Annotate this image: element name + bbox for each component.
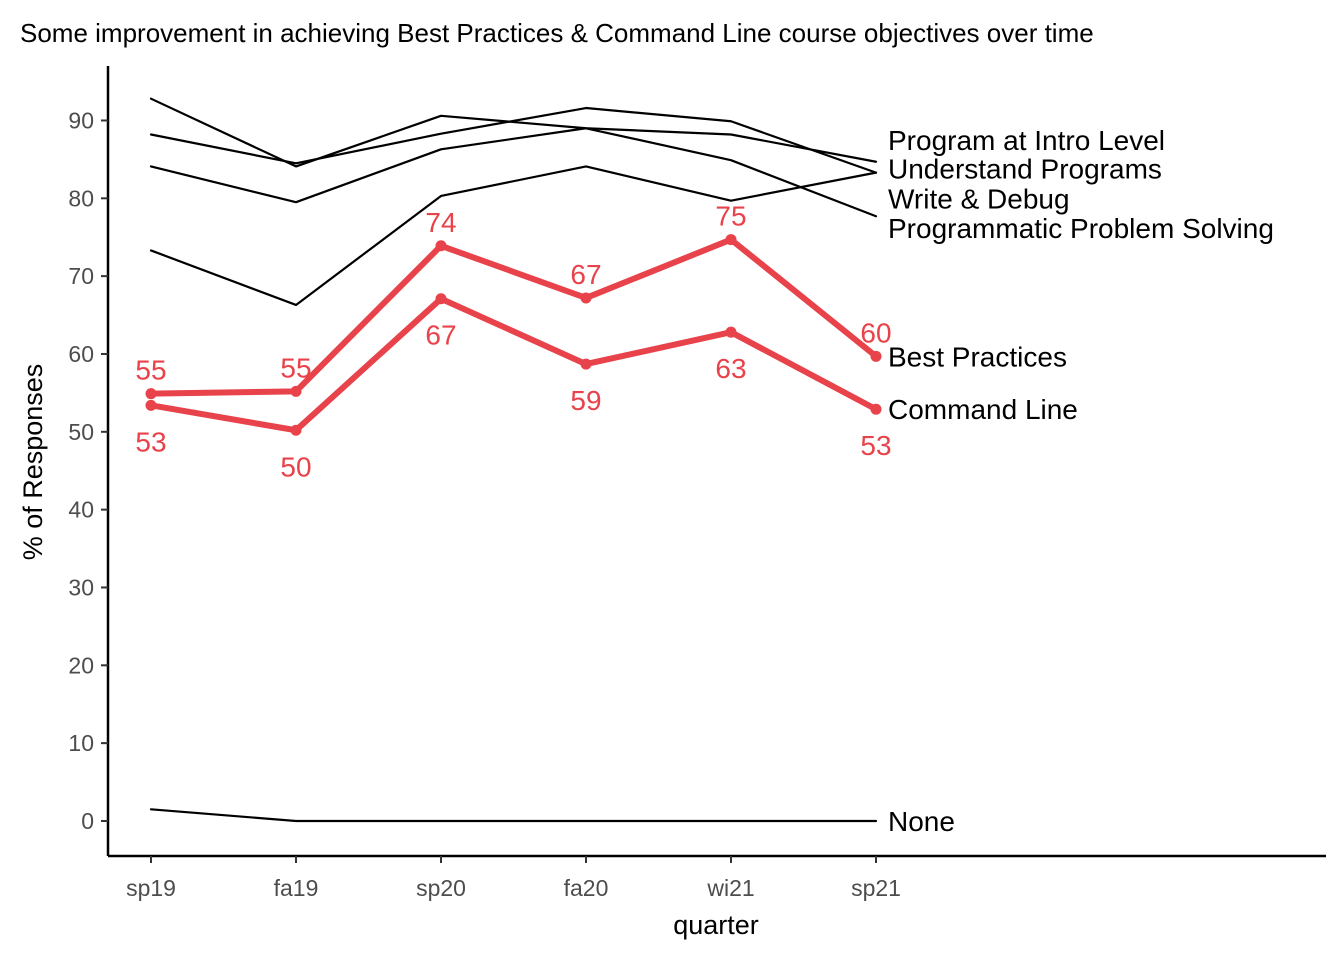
data-label-best-practices: 55 — [280, 352, 311, 383]
chart-title: Some improvement in achieving Best Pract… — [20, 18, 1094, 48]
data-point-best-practices — [580, 292, 592, 304]
data-point-command-line — [145, 399, 157, 411]
y-tick-label: 50 — [68, 419, 94, 445]
x-tick-label: wi21 — [706, 875, 754, 901]
data-label-command-line: 50 — [280, 451, 311, 482]
data-label-command-line: 53 — [860, 430, 891, 461]
x-axis-title: quarter — [673, 910, 759, 940]
x-tick-label: fa19 — [274, 875, 319, 901]
series-line-understand-programs — [149, 106, 878, 174]
series-line-best-practices — [148, 236, 879, 397]
series-label-write-debug: Write & Debug — [888, 183, 1070, 214]
series-line-program-at-intro-level — [149, 97, 878, 168]
x-tick-label: sp19 — [126, 875, 176, 901]
series-label-command-line: Command Line — [888, 394, 1078, 425]
series-label-none: None — [888, 806, 955, 837]
series-line-programmatic-problem-solving — [149, 165, 878, 307]
y-tick-label: 60 — [68, 341, 94, 367]
data-label-best-practices: 75 — [715, 201, 746, 232]
data-point-command-line — [580, 358, 592, 370]
data-label-best-practices: 74 — [425, 207, 456, 238]
series-label-best-practices: Best Practices — [888, 341, 1067, 372]
series-line-write-debug — [149, 127, 878, 218]
x-tick-label: sp21 — [851, 875, 901, 901]
y-tick-label: 20 — [68, 652, 94, 678]
series-layer — [145, 97, 882, 823]
data-label-command-line: 67 — [425, 320, 456, 351]
y-tick-label: 90 — [68, 107, 94, 133]
data-label-command-line: 59 — [570, 385, 601, 416]
series-label-program-at-intro-level: Program at Intro Level — [888, 125, 1165, 156]
y-tick-label: 10 — [68, 730, 94, 756]
data-label-best-practices: 55 — [135, 355, 166, 386]
series-label-programmatic-problem-solving: Programmatic Problem Solving — [888, 213, 1274, 244]
y-tick-label: 0 — [81, 808, 94, 834]
y-tick-label: 70 — [68, 263, 94, 289]
data-label-best-practices: 60 — [860, 317, 891, 348]
y-tick-label: 80 — [68, 185, 94, 211]
data-point-best-practices — [145, 388, 157, 400]
data-point-best-practices — [435, 240, 447, 252]
data-label-best-practices: 67 — [570, 259, 601, 290]
data-point-best-practices — [290, 385, 302, 397]
data-point-command-line — [435, 293, 447, 305]
y-tick-label: 40 — [68, 497, 94, 523]
series-line-none — [149, 808, 878, 823]
x-axis: sp19 fa19 sp20 fa20 wi21 sp21 — [108, 854, 1326, 901]
data-label-command-line: 53 — [135, 426, 166, 457]
x-tick-label: fa20 — [564, 875, 609, 901]
y-axis-title: % of Responses — [18, 364, 48, 561]
data-point-command-line — [870, 403, 882, 415]
data-point-best-practices — [725, 234, 737, 246]
y-tick-label: 30 — [68, 574, 94, 600]
data-point-command-line — [725, 326, 737, 338]
data-label-command-line: 63 — [715, 353, 746, 384]
x-tick-label: sp20 — [416, 875, 466, 901]
series-line-command-line — [148, 295, 879, 434]
y-axis: 0 10 20 30 40 50 60 70 80 90 — [68, 66, 110, 856]
series-label-understand-programs: Understand Programs — [888, 154, 1162, 185]
data-point-command-line — [290, 424, 302, 436]
data-point-best-practices — [870, 350, 882, 362]
